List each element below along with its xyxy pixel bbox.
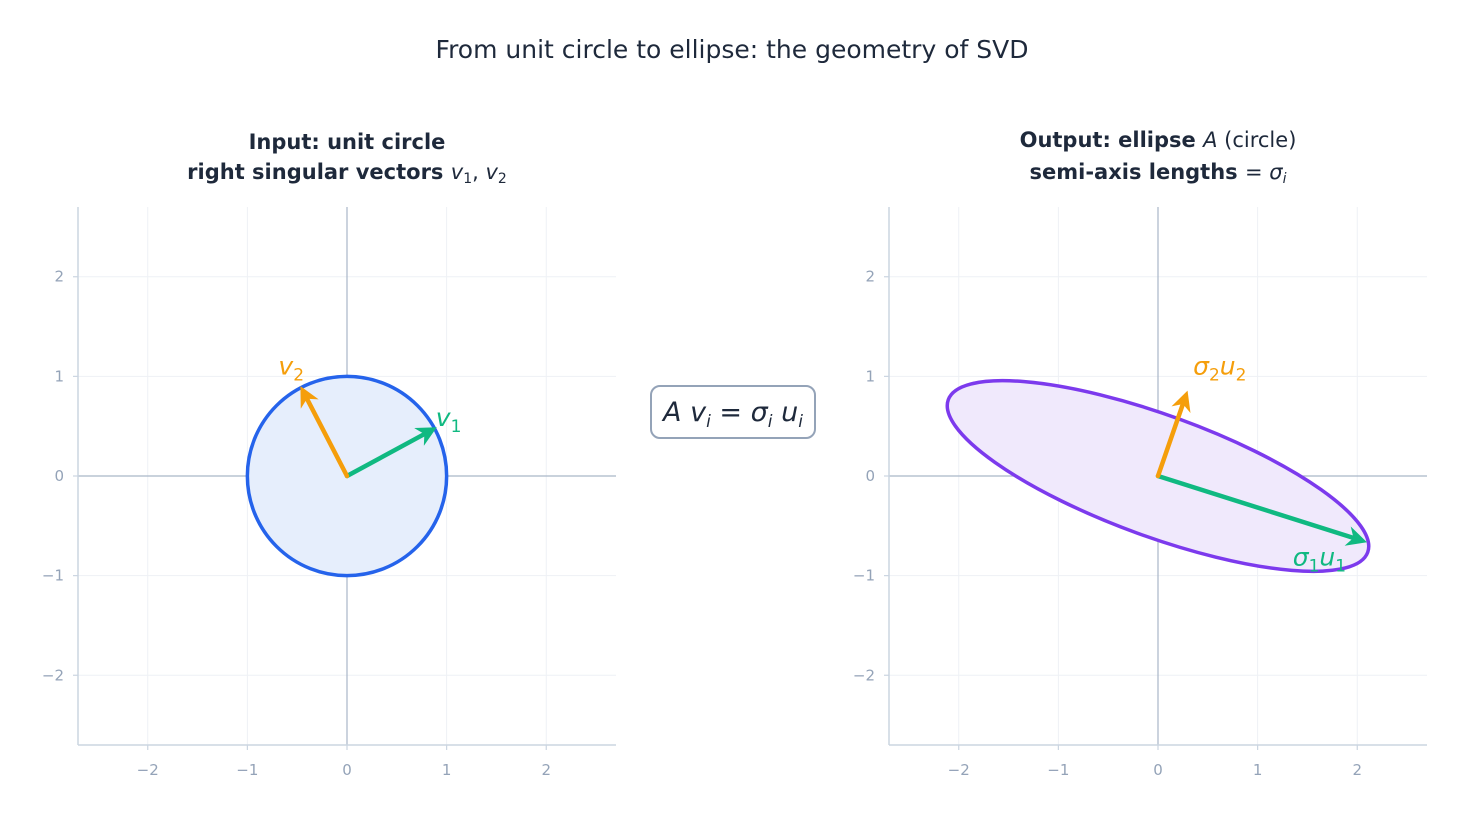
y-tick-label: 2 [865, 268, 875, 286]
vector-arrow-v2 [300, 386, 350, 479]
right-panel-title-line1: Output: ellipse A (circle) [1020, 128, 1297, 152]
y-tick-label: −1 [42, 567, 64, 585]
x-tick-label: −1 [1047, 761, 1069, 779]
x-tick-label: 1 [442, 761, 452, 779]
y-tick-label: 0 [54, 467, 64, 485]
left-panel-title-line1: Input: unit circle [249, 130, 446, 154]
y-tick-label: 2 [54, 268, 64, 286]
x-tick-label: 1 [1253, 761, 1263, 779]
vector-label: σ2u2 [1193, 351, 1246, 385]
y-tick-label: −2 [42, 666, 64, 684]
vector-label: σ1u1 [1293, 543, 1346, 577]
x-tick-label: 0 [342, 761, 352, 779]
x-tick-label: 2 [541, 761, 551, 779]
equation-text: A vi = σi ui [661, 397, 803, 432]
x-tick-label: −1 [236, 761, 258, 779]
y-tick-label: 1 [865, 367, 875, 385]
vector-arrow-sigma1-u1 [1155, 473, 1367, 546]
right-panel: −2 −1 0 1 2 −2 −1 0 1 2 σ1u1 σ2u2 [853, 207, 1427, 779]
left-panel-title-line2: right singular vectors v1, v2 [187, 160, 507, 187]
equation-box: A vi = σi ui [650, 385, 816, 439]
x-tick-label: −2 [137, 761, 159, 779]
x-tick-label: 2 [1352, 761, 1362, 779]
right-panel-title-line2: semi-axis lengths = σi [1030, 160, 1287, 187]
vector-arrow-sigma2-u2 [1155, 390, 1191, 479]
figure-title: From unit circle to ellipse: the geometr… [436, 35, 1029, 64]
y-tick-label: 1 [54, 367, 64, 385]
vector-label: v1 [436, 403, 462, 437]
y-tick-label: −1 [853, 567, 875, 585]
left-panel: −2 −1 0 1 2 −2 −1 0 1 2 v1 v2 [42, 207, 616, 779]
x-tick-label: −2 [948, 761, 970, 779]
y-tick-label: −2 [853, 666, 875, 684]
y-tick-label: 0 [865, 467, 875, 485]
x-tick-label: 0 [1153, 761, 1163, 779]
vector-arrow-v1 [344, 427, 437, 479]
vector-label: v2 [278, 351, 304, 385]
